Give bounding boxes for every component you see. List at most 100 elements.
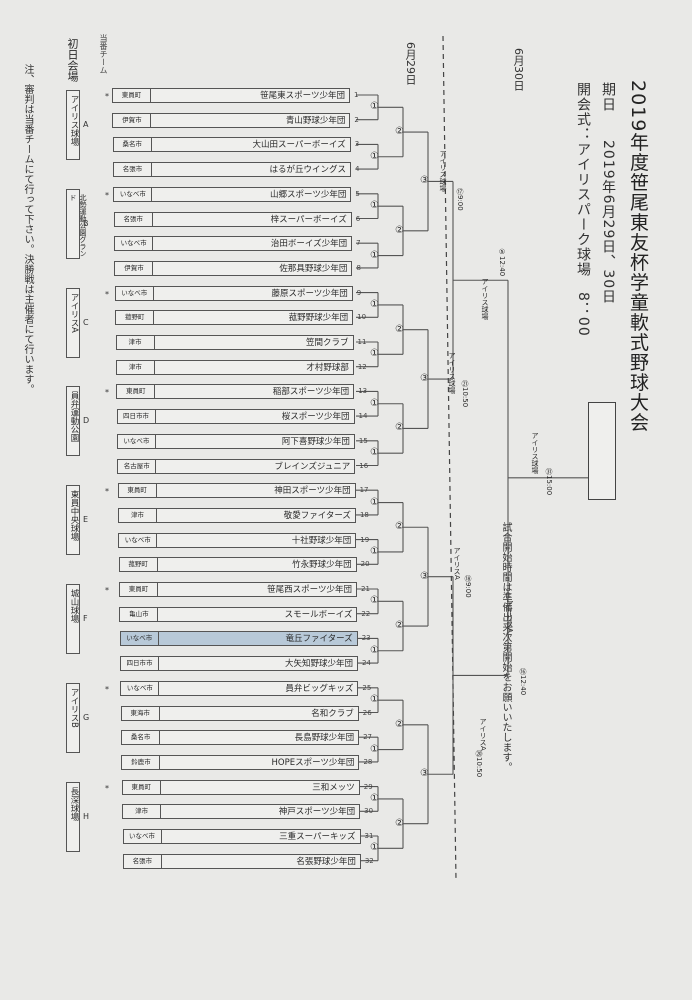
- team-city: 菰野町: [116, 311, 155, 325]
- round-label: ㉛15:00: [545, 468, 553, 496]
- match-circle-mark: ②: [395, 620, 404, 632]
- round-label: ⑤12:40: [498, 248, 506, 277]
- seed-marker: *: [105, 487, 109, 497]
- team-entry: 菰野町 竹永野球少年団: [118, 557, 357, 573]
- seed-marker: *: [105, 783, 109, 793]
- match-circle-mark: ③: [420, 768, 429, 780]
- team-name: 神戸スポーツ少年団: [278, 807, 356, 818]
- team-name: 大矢知野球少年団: [285, 659, 354, 670]
- team-entry: 名張市 名張野球少年団: [122, 853, 361, 869]
- team-entry: 津市 神戸スポーツ少年団: [122, 804, 361, 820]
- team-city: 鈴鹿市: [122, 755, 161, 769]
- team-city: いなべ市: [124, 830, 162, 843]
- match-circle-mark: ①: [370, 298, 379, 310]
- team-number: 19: [360, 535, 370, 544]
- team-city: 津市: [119, 508, 157, 522]
- team-name: ブレインズジュニア: [274, 461, 351, 472]
- venue-letter: H: [83, 811, 90, 821]
- team-name: 才村野球部: [306, 362, 349, 373]
- team-name: 青山野球少年団: [285, 115, 346, 126]
- venue-box: アイリス球場: [66, 90, 80, 160]
- match-circle-mark: ①: [370, 595, 379, 607]
- team-number: 18: [359, 510, 369, 519]
- team-number: 29: [363, 782, 373, 791]
- team-number: 28: [363, 757, 373, 766]
- team-city: いなべ市: [118, 434, 156, 448]
- team-number: 1: [354, 91, 359, 99]
- first-day-venue-label: 初日会場: [66, 38, 79, 82]
- team-number: 32: [364, 856, 374, 865]
- team-name: 山郷スポーツ少年団: [270, 189, 347, 200]
- venue-name: アイリス球場: [69, 95, 79, 146]
- team-number: 21: [361, 585, 370, 593]
- venue-name: 東員中央球場: [69, 490, 79, 542]
- round-label: ⑳10:50: [475, 750, 483, 778]
- team-entry: 名古屋市 ブレインズジュニア: [117, 458, 356, 474]
- round-label: ⑱9:00: [464, 575, 472, 598]
- team-entry: いなべ市 十社野球少年団: [118, 532, 357, 548]
- team-name: 菰野野球少年団: [288, 313, 349, 324]
- period-label: 期日: [600, 82, 616, 112]
- team-number: 20: [360, 560, 370, 569]
- team-name: 敬愛ファイターズ: [283, 510, 351, 521]
- team-city: いなべ市: [121, 681, 160, 695]
- team-name: 大山田スーパーボーイズ: [252, 140, 346, 151]
- team-city: 伊賀市: [113, 113, 152, 127]
- match-circle-mark: ①: [370, 249, 379, 261]
- team-name: スモールボーイズ: [284, 609, 353, 620]
- venue-letter: D: [83, 416, 90, 426]
- venue-letter: E: [83, 515, 89, 525]
- round-label: アイリス球場: [448, 352, 456, 394]
- team-entry: 四日市市 大矢知野球少年団: [120, 656, 359, 672]
- round-label: アイリスA: [479, 718, 487, 751]
- team-entry: 東員町 稲部スポーツ少年団: [116, 384, 355, 400]
- team-city: 名古屋市: [118, 459, 157, 473]
- team-number: 3: [354, 140, 360, 149]
- team-number: 26: [362, 708, 372, 717]
- team-city: 東員町: [120, 583, 158, 596]
- team-city: 桑名市: [114, 138, 152, 152]
- period-value: 2019年6月29日、30日: [600, 140, 616, 305]
- team-name: 梓スーパーボーイズ: [270, 214, 347, 225]
- team-city: 名張市: [114, 163, 153, 177]
- tournament-title: 2019年度笹尾東友杯学童軟式野球大会: [627, 80, 649, 433]
- team-number: 27: [363, 733, 373, 742]
- team-entry: いなべ市 藤原スポーツ少年団: [114, 285, 353, 301]
- team-entry: 桑名市 大山田スーパーボーイズ: [112, 137, 351, 153]
- match-circle-mark: ①: [370, 792, 379, 804]
- round-label: アイリス球場: [481, 278, 489, 320]
- team-number: 22: [361, 609, 371, 618]
- team-city: 東員町: [117, 385, 156, 399]
- team-number: 10: [357, 313, 367, 322]
- venue-name: 城山球場: [69, 589, 79, 623]
- venue-box: 東員中央球場: [66, 485, 80, 556]
- team-city: 四日市市: [121, 657, 160, 671]
- team-city: 桑名市: [122, 731, 161, 745]
- match-circle-mark: ①: [370, 101, 379, 113]
- team-entry: 亀山市 スモールボーイズ: [119, 606, 358, 622]
- round-label: アイリス球場: [531, 432, 539, 474]
- team-entry: 東員町 三和メッツ: [121, 779, 360, 795]
- team-number: 12: [357, 362, 367, 371]
- team-entry: 東員町 笹尾東スポーツ少年団: [112, 88, 350, 103]
- team-entry: 津市 敬愛ファイターズ: [117, 507, 356, 523]
- match-circle-mark: ②: [395, 718, 404, 730]
- team-city: 津市: [117, 360, 155, 374]
- venue-box: 北勢運動公園グランド: [66, 188, 87, 259]
- team-city: いなべ市: [121, 632, 159, 646]
- team-number: 5: [355, 189, 360, 198]
- team-number: 4: [355, 165, 360, 174]
- team-number: 9: [356, 288, 362, 297]
- champion-box: [588, 402, 616, 500]
- match-circle-mark: ②: [395, 817, 404, 829]
- match-circle-mark: ①: [370, 644, 379, 656]
- match-circle-mark: ③: [420, 175, 429, 187]
- match-circle-mark: ①: [370, 150, 379, 162]
- team-name: 治田ボーイズ少年団: [270, 239, 348, 250]
- team-city: いなべ市: [119, 533, 158, 547]
- venue-letter: A: [83, 120, 89, 129]
- note-umpire: 注、審判は当番チームにて行って下さい。決勝戦は主催者にて行います。: [22, 64, 33, 394]
- match-circle-mark: ①: [370, 348, 379, 360]
- team-entry: 名張市 梓スーパーボーイズ: [113, 211, 352, 227]
- team-city: 東員町: [113, 89, 151, 102]
